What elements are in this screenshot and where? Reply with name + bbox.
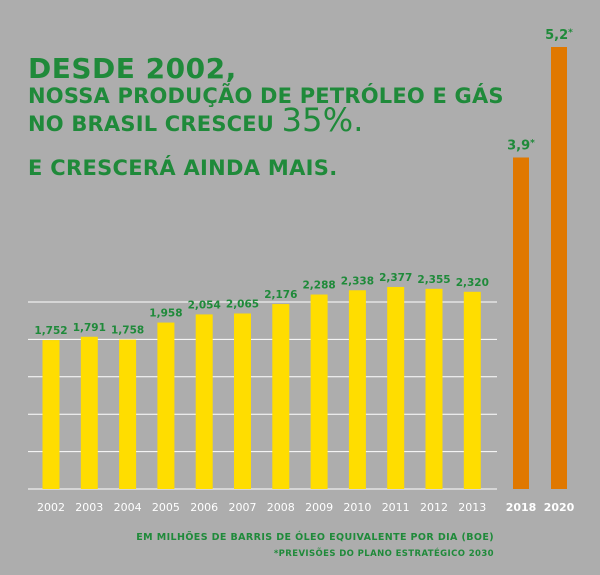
headline-line-3: NO BRASIL CRESCEU 35%. <box>28 104 504 136</box>
x-tick-label: 2020 <box>544 501 575 514</box>
bar-2008 <box>272 304 290 489</box>
bar-value-label: 1,752 <box>34 325 67 337</box>
x-tick-label: 2004 <box>114 501 142 514</box>
bar-2011 <box>387 286 405 489</box>
x-tick-label: 2005 <box>152 501 180 514</box>
x-tick-label: 2011 <box>382 501 410 514</box>
bar-value-label: 1,758 <box>111 325 144 337</box>
x-tick-label: 2007 <box>229 501 257 514</box>
units-caption: EM MILHÕES DE BARRIS DE ÓLEO EQUIVALENTE… <box>136 532 494 543</box>
x-tick-label: 2003 <box>75 501 103 514</box>
x-tick-label: 2013 <box>458 501 486 514</box>
x-tick-label: 2008 <box>267 501 295 514</box>
x-tick-label: 2006 <box>190 501 218 514</box>
forecast-value-label: 3,9* <box>507 139 535 154</box>
headline-line-1: DESDE 2002, <box>28 52 237 85</box>
forecast-footnote: *PREVISÕES DO PLANO ESTRATÉGICO 2030 <box>273 549 494 559</box>
x-tick-label: 2012 <box>420 501 448 514</box>
headline: DESDE 2002, NOSSA PRODUÇÃO DE PETRÓLEO E… <box>28 52 504 181</box>
bar-value-label: 1,791 <box>73 322 106 334</box>
x-tick-label: 2018 <box>506 501 537 514</box>
headline-line-4: E CRESCERÁ AINDA MAIS. <box>28 156 338 180</box>
bar-2013 <box>463 291 481 489</box>
x-tick-label: 2010 <box>343 501 371 514</box>
bar-value-label: 2,288 <box>302 280 335 292</box>
bar-2002 <box>42 340 60 489</box>
x-tick-label: 2002 <box>37 501 65 514</box>
bar-2012 <box>425 288 443 489</box>
bar-value-label: 1,958 <box>149 308 182 320</box>
bar-2010 <box>348 290 366 489</box>
bar-value-label: 2,338 <box>341 275 374 287</box>
headline-percentage: 35%. <box>281 101 364 139</box>
bar-value-label: 2,054 <box>188 299 221 311</box>
headline-line-2: NOSSA PRODUÇÃO DE PETRÓLEO E GÁS <box>28 84 504 108</box>
bar-value-label: 2,176 <box>264 289 297 301</box>
forecast-bar-2020 <box>551 47 567 489</box>
forecast-value-label: 5,2* <box>545 28 573 43</box>
bar-value-label: 2,320 <box>456 277 489 289</box>
x-tick-label: 2009 <box>305 501 333 514</box>
bar-value-label: 2,377 <box>379 272 412 284</box>
bar-2009 <box>310 294 328 489</box>
bar-2007 <box>234 313 251 489</box>
bar-value-label: 2,355 <box>417 274 450 286</box>
headline-line-3-prefix: NO BRASIL CRESCEU <box>28 112 282 136</box>
forecast-bar-2018 <box>513 157 529 489</box>
bar-2005 <box>157 322 175 489</box>
bar-2003 <box>80 336 98 489</box>
bar-2006 <box>195 314 213 489</box>
bar-value-label: 2,065 <box>226 298 259 310</box>
bar-2004 <box>119 339 137 489</box>
